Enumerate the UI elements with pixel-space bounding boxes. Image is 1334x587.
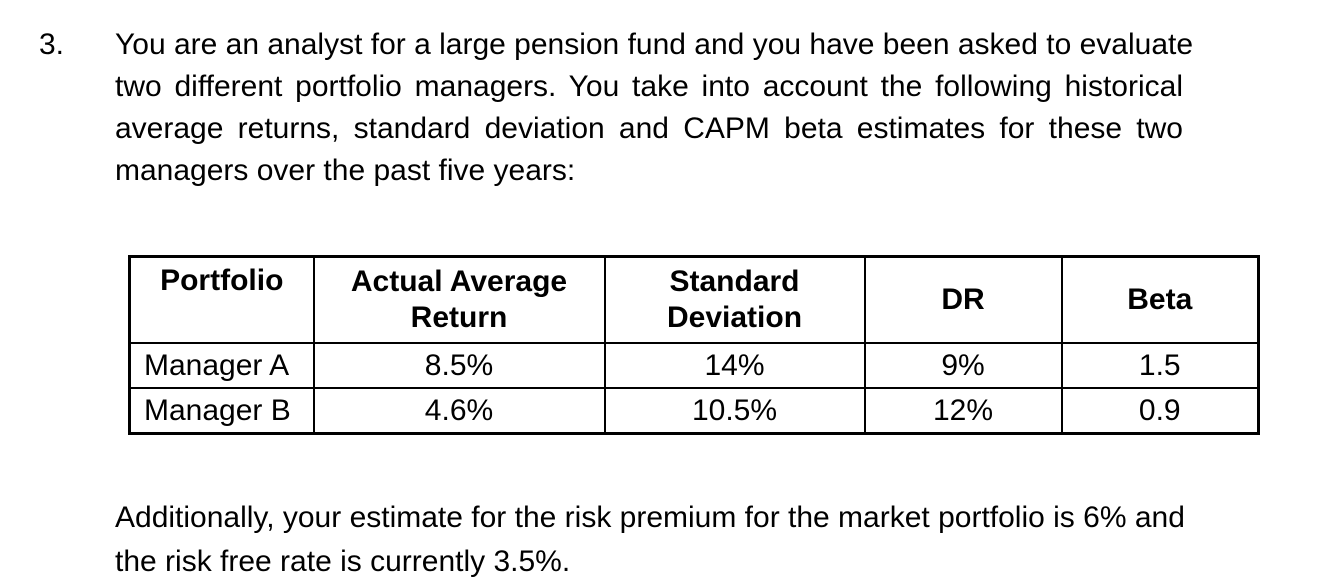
- cell-portfolio-name: Manager B: [128, 387, 315, 435]
- question-paragraph: You are an analyst for a large pension f…: [115, 24, 1194, 192]
- cell-actual-average-return: 4.6%: [312, 387, 606, 435]
- closing-text-line: Additionally, your estimate for the risk…: [115, 501, 1185, 534]
- question-text-line: two different portfolio managers. You ta…: [115, 70, 1183, 103]
- question-text-line: managers over the past five years:: [115, 154, 576, 187]
- cell-standard-deviation: 14%: [603, 342, 866, 389]
- cell-dr: 9%: [863, 342, 1063, 389]
- column-header-portfolio: Portfolio: [128, 255, 315, 344]
- column-header-dr: DR: [863, 255, 1063, 344]
- cell-actual-average-return: 8.5%: [312, 342, 606, 389]
- closing-paragraph: Additionally, your estimate for the risk…: [115, 496, 1185, 584]
- cell-beta: 1.5: [1060, 342, 1260, 389]
- table-header-row: Portfolio Actual Average Return Standard…: [128, 255, 1260, 344]
- question-number: 3.: [39, 28, 65, 61]
- question-text-line: You are an analyst for a large pension f…: [115, 28, 1194, 61]
- cell-beta: 0.9: [1060, 387, 1260, 435]
- question-text-line: average returns, standard deviation and …: [115, 112, 1183, 145]
- table-row-manager-b: Manager B 4.6% 10.5% 12% 0.9: [128, 387, 1260, 435]
- column-header-standard-deviation: Standard Deviation: [603, 255, 866, 344]
- column-header-beta: Beta: [1060, 255, 1260, 344]
- cell-standard-deviation: 10.5%: [603, 387, 866, 435]
- closing-text-line: the risk free rate is currently 3.5%.: [115, 545, 571, 578]
- cell-portfolio-name: Manager A: [128, 342, 315, 389]
- portfolio-managers-table: Portfolio Actual Average Return Standard…: [128, 255, 1260, 435]
- cell-dr: 12%: [863, 387, 1063, 435]
- column-header-actual-average-return: Actual Average Return: [312, 255, 606, 344]
- table-row-manager-a: Manager A 8.5% 14% 9% 1.5: [128, 342, 1260, 389]
